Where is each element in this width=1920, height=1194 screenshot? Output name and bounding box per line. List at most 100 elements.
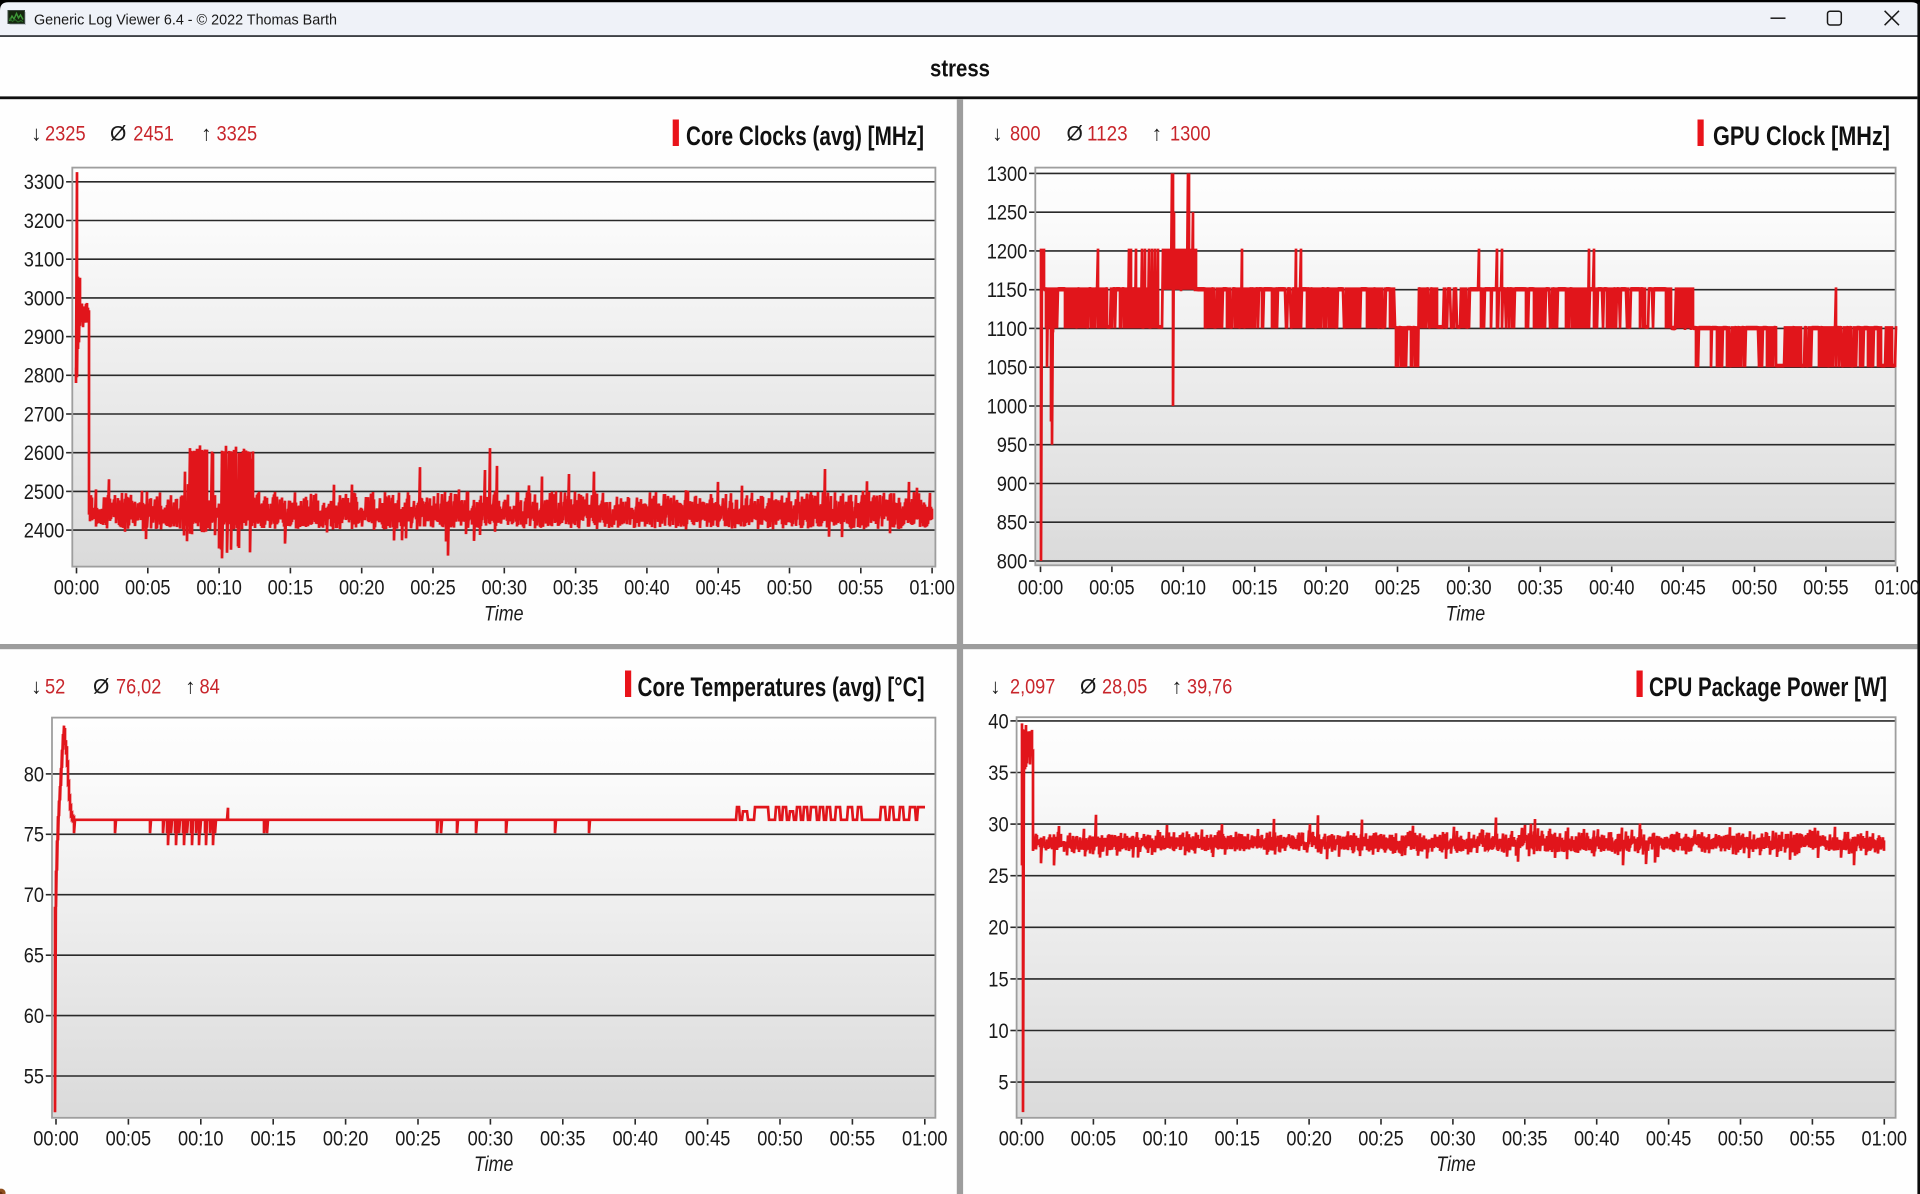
svg-text:↓: ↓ (31, 123, 42, 146)
svg-text:00:50: 00:50 (1732, 577, 1778, 600)
svg-text:2451: 2451 (133, 123, 174, 146)
svg-text:1000: 1000 (987, 395, 1028, 418)
svg-text:Core Temperatures (avg) [°C]: Core Temperatures (avg) [°C] (638, 672, 925, 702)
svg-text:Time: Time (1446, 603, 1486, 626)
svg-text:Time: Time (474, 1153, 514, 1176)
svg-text:00:55: 00:55 (1803, 577, 1849, 600)
svg-text:00:25: 00:25 (395, 1128, 441, 1151)
svg-text:35: 35 (988, 762, 1008, 785)
svg-text:00:15: 00:15 (1232, 577, 1278, 600)
svg-text:10: 10 (988, 1020, 1008, 1043)
svg-text:28,05: 28,05 (1102, 675, 1147, 698)
svg-text:00:10: 00:10 (196, 577, 242, 600)
svg-text:Generic Log Viewer 6.4 - © 202: Generic Log Viewer 6.4 - © 2022 Thomas B… (34, 12, 337, 29)
svg-text:2500: 2500 (24, 481, 65, 504)
svg-text:00:00: 00:00 (33, 1128, 79, 1151)
svg-text:55: 55 (24, 1065, 44, 1088)
svg-text:00:45: 00:45 (685, 1128, 731, 1151)
svg-text:00:05: 00:05 (106, 1128, 152, 1151)
svg-text:00:20: 00:20 (1303, 577, 1349, 600)
svg-text:5: 5 (998, 1072, 1008, 1095)
svg-text:00:10: 00:10 (1161, 577, 1207, 600)
svg-text:3200: 3200 (24, 210, 65, 233)
svg-text:Ø: Ø (110, 123, 126, 146)
svg-text:↑: ↑ (1152, 123, 1163, 146)
svg-text:00:25: 00:25 (410, 577, 456, 600)
svg-text:30: 30 (988, 814, 1008, 837)
svg-text:1100: 1100 (987, 318, 1028, 341)
svg-text:00:00: 00:00 (1018, 577, 1064, 600)
svg-text:1300: 1300 (987, 163, 1028, 186)
svg-text:00:05: 00:05 (125, 577, 171, 600)
svg-text:52: 52 (45, 675, 65, 698)
svg-text:00:40: 00:40 (624, 577, 670, 600)
svg-text:01:00: 01:00 (909, 577, 955, 600)
svg-text:Ø: Ø (1080, 675, 1096, 698)
svg-text:01:00: 01:00 (1875, 577, 1920, 600)
svg-text:00:30: 00:30 (1446, 577, 1492, 600)
svg-text:↓: ↓ (992, 123, 1003, 146)
svg-text:00:10: 00:10 (1143, 1128, 1189, 1151)
svg-text:850: 850 (997, 512, 1028, 535)
svg-text:1050: 1050 (987, 357, 1028, 380)
svg-text:20: 20 (988, 917, 1008, 940)
svg-text:00:40: 00:40 (612, 1128, 658, 1151)
svg-text:00:35: 00:35 (1502, 1128, 1548, 1151)
svg-text:2400: 2400 (24, 520, 65, 543)
svg-text:00:45: 00:45 (1646, 1128, 1692, 1151)
svg-text:↓: ↓ (31, 675, 42, 698)
svg-text:3100: 3100 (24, 249, 65, 272)
svg-text:00:10: 00:10 (178, 1128, 224, 1151)
svg-text:3300: 3300 (24, 171, 65, 194)
svg-text:800: 800 (1010, 123, 1041, 146)
svg-text:00:40: 00:40 (1574, 1128, 1620, 1151)
svg-text:60: 60 (24, 1005, 44, 1028)
svg-text:25: 25 (988, 865, 1008, 888)
svg-text:Time: Time (484, 603, 524, 626)
svg-text:00:50: 00:50 (1718, 1128, 1764, 1151)
svg-text:00:20: 00:20 (1286, 1128, 1332, 1151)
svg-text:01:00: 01:00 (1862, 1128, 1908, 1151)
svg-text:Ø: Ø (1067, 123, 1083, 146)
svg-text:↑: ↑ (201, 123, 212, 146)
svg-text:↑: ↑ (1172, 675, 1183, 698)
svg-text:75: 75 (24, 824, 44, 847)
svg-text:2800: 2800 (24, 365, 65, 388)
svg-text:84: 84 (200, 675, 221, 698)
svg-text:00:00: 00:00 (999, 1128, 1045, 1151)
svg-text:Time: Time (1436, 1153, 1476, 1176)
svg-text:00:50: 00:50 (757, 1128, 803, 1151)
svg-text:2600: 2600 (24, 442, 65, 465)
svg-text:2900: 2900 (24, 326, 65, 349)
svg-text:2700: 2700 (24, 403, 65, 426)
svg-text:00:20: 00:20 (323, 1128, 369, 1151)
svg-text:00:30: 00:30 (468, 1128, 514, 1151)
svg-text:1300: 1300 (1170, 123, 1211, 146)
svg-text:00:15: 00:15 (268, 577, 314, 600)
svg-text:70: 70 (24, 884, 44, 907)
svg-text:00:35: 00:35 (1518, 577, 1564, 600)
svg-text:3000: 3000 (24, 287, 65, 310)
svg-text:00:55: 00:55 (838, 577, 884, 600)
svg-text:2,097: 2,097 (1010, 675, 1055, 698)
svg-text:00:55: 00:55 (1790, 1128, 1836, 1151)
svg-text:Ø: Ø (93, 675, 109, 698)
svg-text:00:05: 00:05 (1089, 577, 1135, 600)
svg-text:1150: 1150 (987, 279, 1028, 302)
svg-text:00:05: 00:05 (1071, 1128, 1117, 1151)
svg-text:00:55: 00:55 (830, 1128, 876, 1151)
svg-text:950: 950 (997, 434, 1028, 457)
svg-text:1250: 1250 (987, 202, 1028, 225)
svg-text:15: 15 (988, 968, 1008, 991)
svg-text:00:00: 00:00 (54, 577, 100, 600)
svg-text:00:45: 00:45 (1660, 577, 1706, 600)
svg-text:Core Clocks (avg) [MHz]: Core Clocks (avg) [MHz] (686, 121, 924, 151)
svg-text:00:45: 00:45 (695, 577, 741, 600)
svg-text:00:15: 00:15 (250, 1128, 296, 1151)
svg-text:1123: 1123 (1087, 123, 1128, 146)
svg-text:00:50: 00:50 (767, 577, 813, 600)
svg-text:80: 80 (24, 763, 44, 786)
svg-text:800: 800 (997, 550, 1028, 573)
svg-text:00:30: 00:30 (482, 577, 528, 600)
svg-text:39,76: 39,76 (1187, 675, 1232, 698)
